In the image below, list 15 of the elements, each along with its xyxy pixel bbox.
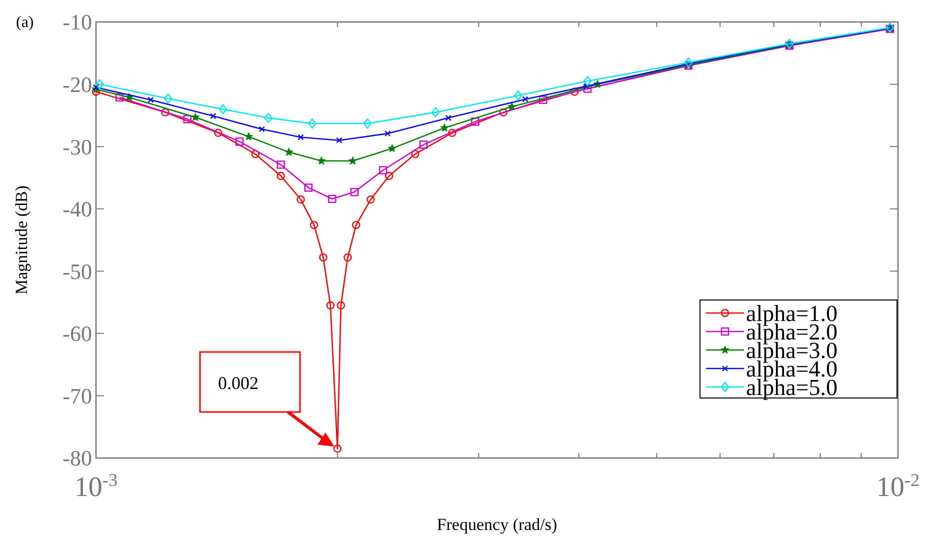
annotation: 0.002 — [218, 373, 258, 393]
y-axis-title: Magnitude (dB) — [12, 185, 31, 295]
y-tick-label: -60 — [62, 321, 92, 346]
y-tick-label: -80 — [62, 446, 92, 471]
x-axis-title: Frequency (rad/s) — [436, 515, 558, 534]
x-tick-label: 10$^{-2}$ — [876, 470, 920, 503]
y-tick-label: -20 — [62, 72, 92, 97]
text: (a) — [16, 14, 34, 31]
y-tick-label: -50 — [62, 258, 92, 284]
x-tick-label: 10$^{-3}$ — [74, 470, 118, 503]
legend-label: alpha=1.0 — [746, 301, 838, 326]
y-tick-label: -30 — [62, 134, 92, 160]
y-tick-label: -10 — [62, 10, 92, 35]
y-tick-label: -40 — [62, 196, 92, 222]
y-tick-label: -70 — [62, 383, 92, 408]
